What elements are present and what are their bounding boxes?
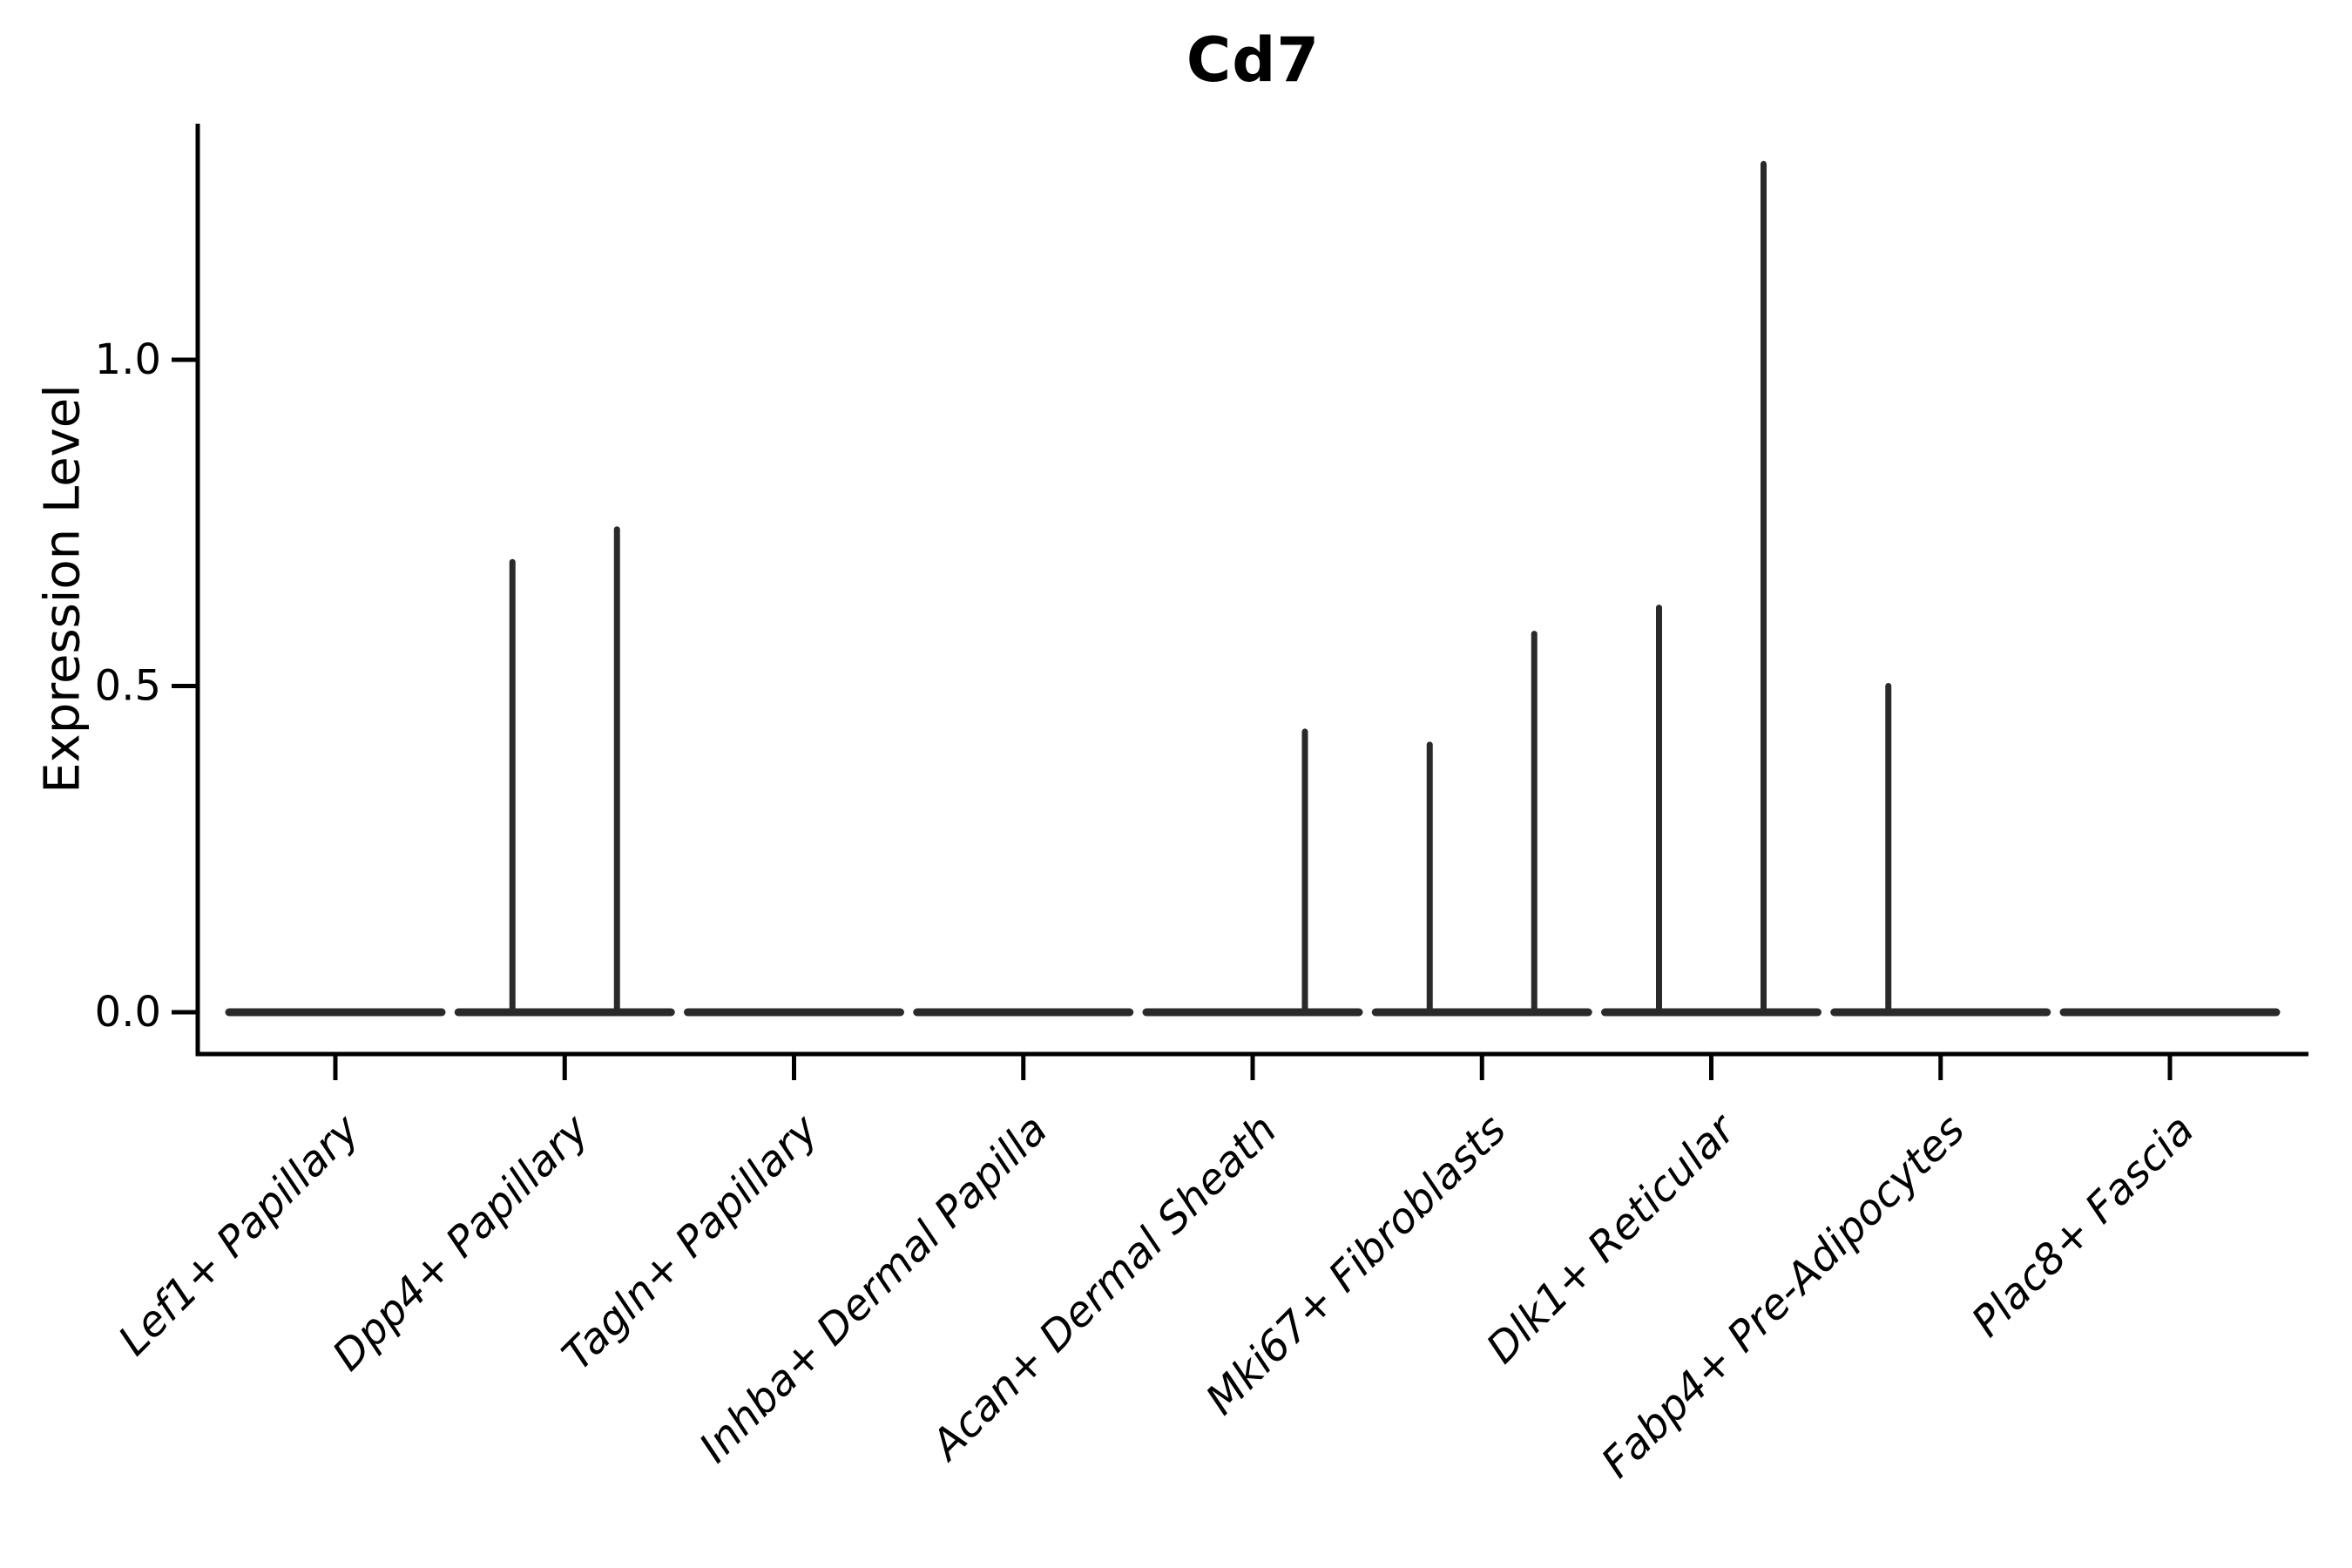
x-tick-label: Dpp4+ Papillary: [323, 1105, 598, 1380]
violin-group: [225, 160, 2281, 1017]
x-tick-label: Dlk1+ Reticular: [1477, 1104, 1747, 1374]
y-tick-label: 0.5: [95, 662, 161, 711]
x-tick-label: Fabp4+ Pre-Adipocytes: [1592, 1105, 1975, 1488]
y-tick-label: 1.0: [95, 335, 161, 384]
y-tick-group: 0.0 0.5 1.0: [95, 335, 198, 1037]
x-tick-label: Plac8+ Fascia: [1963, 1105, 2204, 1347]
plot-title: Cd7: [1186, 24, 1321, 96]
y-tick-label: 0.0: [95, 988, 161, 1037]
x-tick-label: Tagln+ Papillary: [553, 1105, 828, 1380]
y-axis-label: Expression Level: [34, 384, 91, 794]
x-tick-label: Lef1+ Papillary: [109, 1105, 369, 1365]
